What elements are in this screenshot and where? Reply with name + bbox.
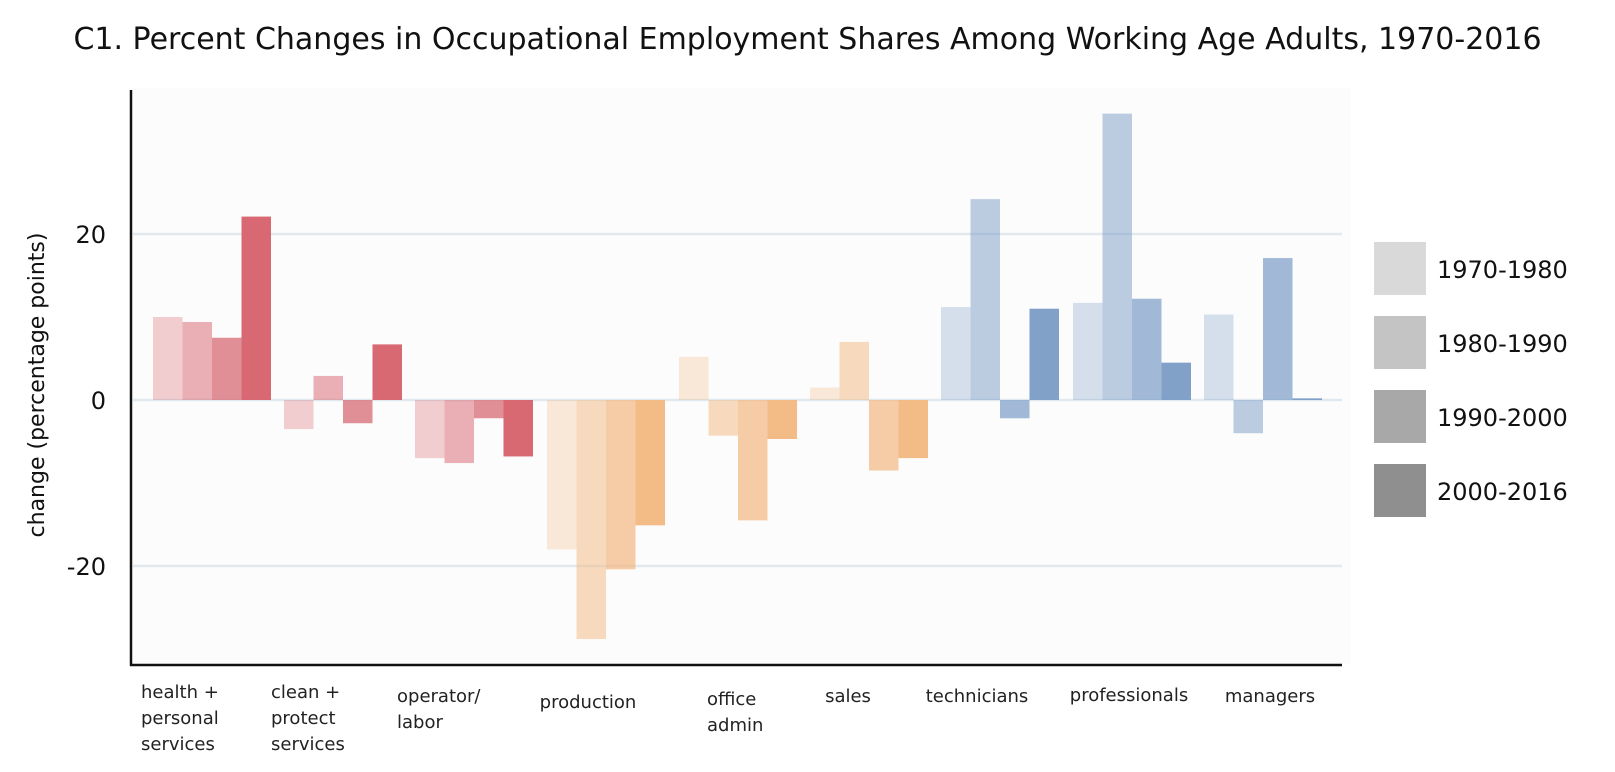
category-labels: health + personal services clean + protect se…	[141, 682, 1315, 755]
category-label: operator/	[397, 686, 481, 707]
bar	[738, 400, 768, 521]
bars	[153, 113, 1322, 640]
bar	[313, 375, 343, 400]
bar	[869, 400, 899, 471]
y-tick-label: -20	[67, 553, 106, 581]
bar	[576, 400, 606, 640]
legend-label: 1990-2000	[1437, 404, 1568, 432]
bar	[898, 400, 928, 459]
bar	[708, 400, 738, 436]
bar	[372, 344, 402, 400]
category-label: production	[540, 692, 637, 713]
bar	[547, 400, 577, 550]
bar	[284, 400, 314, 430]
bar	[1000, 400, 1030, 419]
legend-swatch	[1374, 390, 1426, 443]
bar	[343, 400, 373, 424]
category-label: sales	[825, 686, 871, 707]
bar	[941, 307, 971, 400]
bar	[1233, 400, 1263, 434]
y-tick-label: 0	[91, 387, 106, 415]
category-label: professionals	[1070, 685, 1188, 706]
y-axis-label: change (percentage points)	[25, 233, 50, 538]
bar	[679, 356, 709, 400]
bar	[635, 400, 665, 526]
legend-swatch	[1374, 464, 1426, 517]
axes	[129, 90, 1342, 667]
bar	[1292, 398, 1322, 400]
legend-label: 2000-2016	[1437, 478, 1568, 506]
bar	[444, 400, 474, 464]
bar	[153, 317, 183, 400]
legend: 1970-1980 1980-1990 1990-2000 2000-2016	[1374, 242, 1568, 517]
category-label: services	[271, 734, 345, 755]
bar	[212, 337, 242, 400]
legend-label: 1980-1990	[1437, 330, 1568, 358]
category-label: protect	[271, 708, 336, 729]
bar	[1263, 258, 1293, 400]
category-label: managers	[1225, 686, 1315, 707]
category-label: health +	[141, 682, 219, 703]
legend-label: 1970-1980	[1437, 256, 1568, 284]
bar	[606, 400, 636, 570]
legend-swatch	[1374, 242, 1426, 295]
bar	[1204, 314, 1234, 400]
bar	[415, 400, 445, 459]
category-label: personal	[141, 708, 219, 729]
category-label: services	[141, 734, 215, 755]
bar	[1102, 113, 1132, 401]
category-label: clean +	[271, 682, 340, 703]
bar	[182, 321, 212, 400]
bar	[1132, 298, 1162, 400]
bar	[1073, 302, 1103, 400]
bar	[503, 400, 533, 457]
category-label: labor	[397, 712, 443, 733]
chart-title: C1. Percent Changes in Occupational Empl…	[73, 22, 1542, 57]
bar	[970, 199, 1000, 400]
bar	[767, 400, 797, 440]
legend-swatch	[1374, 316, 1426, 369]
category-label: admin	[707, 715, 763, 736]
bar	[1029, 308, 1059, 400]
y-tick-labels: 20 0 -20	[67, 221, 106, 581]
bar	[1161, 362, 1191, 400]
bar	[241, 216, 271, 400]
bar	[474, 400, 504, 419]
y-tick-label: 20	[75, 221, 106, 249]
category-label: office	[707, 689, 756, 710]
category-label: technicians	[926, 686, 1029, 707]
bar	[839, 341, 869, 400]
bar	[810, 387, 840, 400]
